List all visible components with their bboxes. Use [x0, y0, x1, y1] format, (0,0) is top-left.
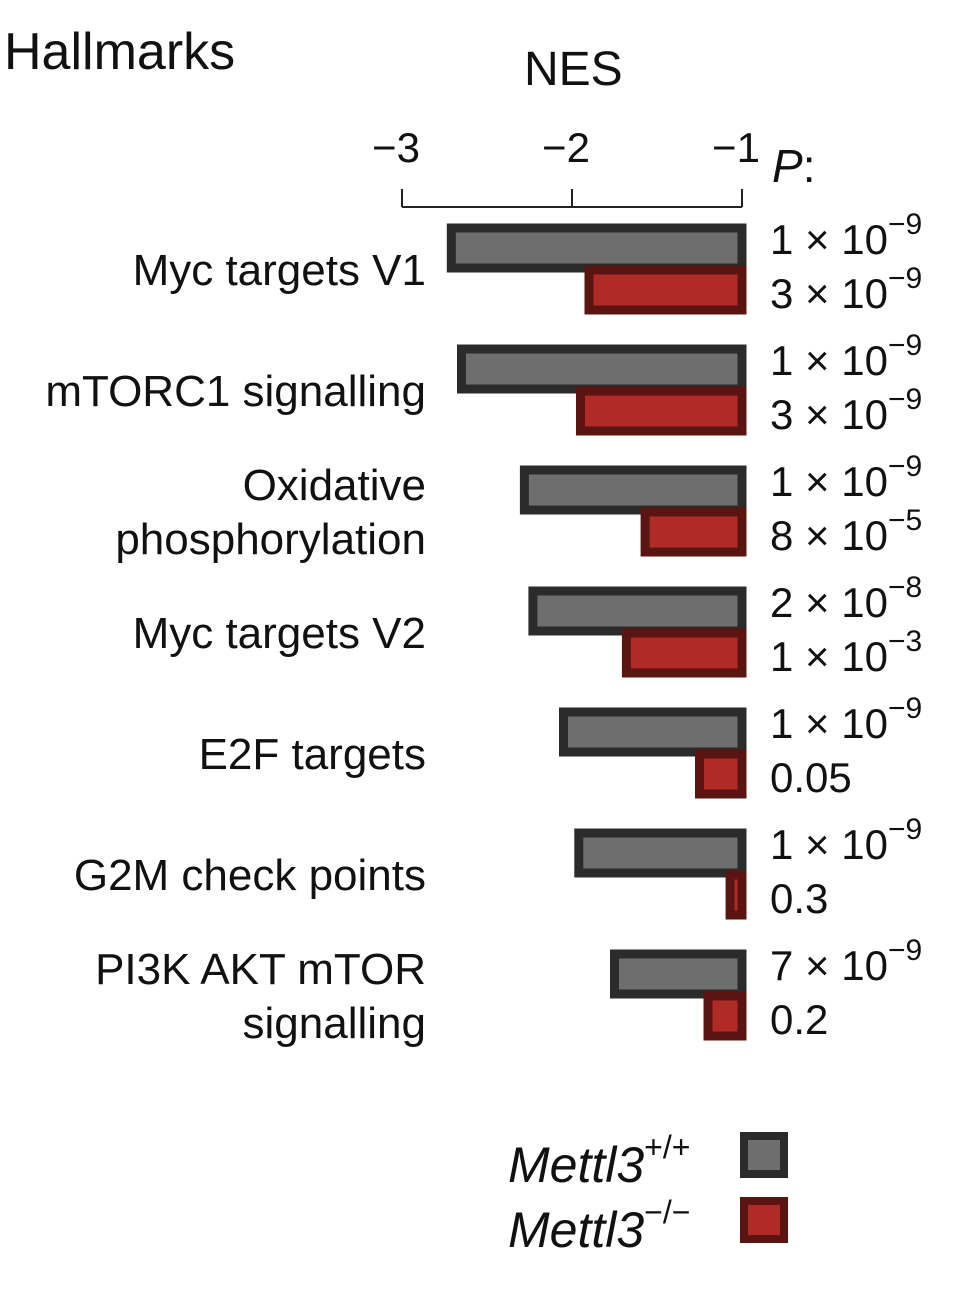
bar-knockout	[576, 386, 747, 436]
p-value-base: 0.2	[770, 996, 829, 1043]
p-value-label: 0.05	[770, 753, 852, 803]
p-value-label: 1 × 10−9	[770, 694, 922, 749]
p-value-label: 0.2	[770, 995, 828, 1045]
p-value-exponent: −8	[887, 571, 923, 604]
bar-wildtype	[559, 707, 747, 757]
p-value-base: 1 × 10	[770, 633, 888, 680]
p-value-base: 1 × 10	[770, 700, 888, 747]
p-value-base: 0.05	[770, 754, 852, 801]
category-label-line: phosphorylation	[115, 515, 426, 564]
p-value-exponent: −9	[887, 262, 923, 295]
legend-swatch-knockout	[740, 1197, 788, 1243]
legend-gene-name: Mettl3	[508, 1137, 645, 1193]
p-value-exponent: −9	[887, 383, 923, 416]
p-value-base: 3 × 10	[770, 391, 888, 438]
bar-wildtype	[519, 465, 747, 515]
chart-title: Hallmarks	[4, 23, 236, 81]
category-label-line: mTORC1 signalling	[45, 367, 426, 416]
bar-knockout	[621, 628, 747, 678]
p-value-exponent: −9	[887, 934, 923, 967]
p-value-base: 1 × 10	[770, 216, 888, 263]
category-label: Myc targets V1	[133, 244, 426, 298]
p-value-label: 1 × 10−9	[770, 331, 922, 386]
legend-genotype: +/+	[644, 1129, 691, 1165]
p-value-exponent: −3	[887, 625, 923, 658]
bar-knockout	[640, 507, 747, 557]
category-label-line: signalling	[242, 999, 426, 1048]
p-header-colon: :	[802, 140, 816, 192]
bar-knockout	[703, 991, 747, 1041]
category-label-line: Myc targets V2	[132, 609, 426, 658]
x-tick-label: −3	[372, 124, 420, 171]
p-value-exponent: −9	[887, 813, 923, 846]
p-value-label: 8 × 10−5	[770, 506, 922, 561]
bar-wildtype	[457, 344, 747, 394]
legend-label: Mettl3+/+	[508, 1131, 690, 1194]
p-value-label: 1 × 10−9	[770, 210, 922, 265]
legend-swatch-wildtype	[740, 1132, 788, 1178]
p-value-label: 0.3	[770, 874, 828, 924]
p-value-base: 1 × 10	[770, 337, 888, 384]
bar-knockout	[584, 265, 747, 315]
p-value-base: 0.3	[770, 875, 829, 922]
category-label-line: Oxidative	[242, 461, 426, 510]
category-label: G2M check points	[74, 849, 426, 903]
x-tick-label: −1	[712, 124, 760, 171]
category-label-line: E2F targets	[198, 730, 426, 779]
bar-knockout	[725, 870, 747, 920]
category-label: mTORC1 signalling	[45, 365, 426, 419]
p-header-letter: P	[772, 140, 803, 192]
legend-label: Mettl3−/−	[508, 1196, 690, 1259]
p-value-exponent: −5	[887, 504, 923, 537]
bar-knockout	[695, 749, 747, 799]
bar-wildtype	[610, 949, 747, 999]
p-value-label: 3 × 10−9	[770, 264, 922, 319]
p-value-exponent: −9	[887, 450, 923, 483]
category-label: Oxidative phosphorylation	[115, 459, 426, 567]
category-label: PI3K AKT mTOR signalling	[95, 943, 426, 1051]
x-axis-label: NES	[524, 43, 623, 96]
category-label-line: G2M check points	[73, 851, 426, 900]
p-value-base: 7 × 10	[770, 942, 888, 989]
p-value-label: 2 × 10−8	[770, 573, 922, 628]
legend-genotype: −/−	[644, 1194, 691, 1230]
category-label: Myc targets V2	[133, 607, 426, 661]
p-value-base: 3 × 10	[770, 270, 888, 317]
category-label: E2F targets	[199, 728, 426, 782]
p-value-label: 7 × 10−9	[770, 936, 922, 991]
p-value-label: 1 × 10−9	[770, 452, 922, 507]
p-value-base: 1 × 10	[770, 821, 888, 868]
bar-wildtype	[574, 828, 747, 878]
p-value-header: P:	[772, 138, 815, 194]
category-label-line: PI3K AKT mTOR	[95, 945, 426, 994]
p-value-exponent: −9	[887, 692, 923, 725]
p-value-label: 1 × 10−9	[770, 815, 922, 870]
bar-wildtype	[446, 223, 747, 273]
p-value-base: 2 × 10	[770, 579, 888, 626]
bar-wildtype	[528, 586, 747, 636]
p-value-exponent: −9	[887, 329, 923, 362]
p-value-base: 1 × 10	[770, 458, 888, 505]
p-value-label: 3 × 10−9	[770, 385, 922, 440]
legend-gene-name: Mettl3	[508, 1202, 645, 1258]
p-value-exponent: −9	[887, 208, 923, 241]
p-value-base: 8 × 10	[770, 512, 888, 559]
category-label-line: Myc targets V1	[132, 246, 426, 295]
x-tick-label: −2	[542, 124, 590, 171]
p-value-label: 1 × 10−3	[770, 627, 922, 682]
